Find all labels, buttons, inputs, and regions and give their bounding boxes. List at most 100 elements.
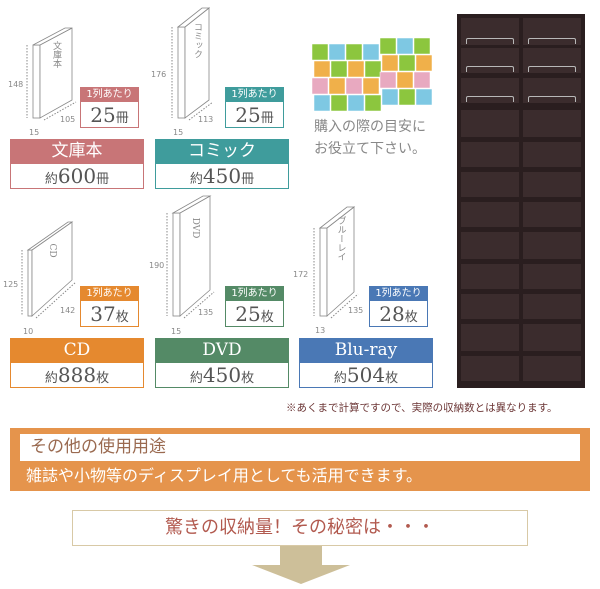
shelf-compartment	[523, 172, 581, 197]
dimension-thickness: 15	[171, 327, 182, 336]
book-dvd-icon: DVD	[166, 195, 215, 319]
capacity-card-bluray: Blu-ray 約504枚	[299, 338, 433, 388]
other-use-text: 雑誌や小物等のディスプレイ用としても活用できます。	[26, 466, 423, 485]
unit: 枚	[385, 371, 399, 386]
book-stack	[413, 71, 431, 89]
shelf-compartment	[523, 264, 581, 289]
book-pile-photo	[312, 37, 433, 112]
book-stack	[328, 43, 346, 61]
unit: 枚	[115, 310, 129, 325]
bookshelf-photo	[457, 14, 585, 388]
total-count: 600	[57, 164, 97, 188]
dimension-height: 125	[3, 280, 19, 289]
per-row-value: 25枚	[226, 301, 283, 331]
other-use-banner: その他の使用用途 雑誌や小物等のディスプレイ用としても活用できます。	[10, 428, 590, 491]
per-row-value: 37枚	[81, 301, 138, 331]
approx-prefix: 約	[44, 371, 58, 386]
unit: 枚	[404, 310, 418, 325]
down-arrow-icon	[252, 546, 350, 584]
media-name: CD	[10, 338, 144, 363]
per-row-label: 1列あたり	[81, 287, 138, 301]
book-stack	[347, 60, 365, 78]
unit: 枚	[96, 371, 110, 386]
unit: 冊	[241, 172, 255, 187]
shelf-compartment	[461, 142, 519, 167]
book-stack	[328, 77, 346, 95]
shelf-compartment	[523, 324, 581, 351]
per-row-value: 28枚	[370, 301, 427, 331]
dimension-thickness: 15	[29, 128, 40, 137]
book-stack	[415, 54, 433, 72]
approx-prefix: 約	[189, 172, 203, 187]
book-bluray-icon: ブルーレイ	[313, 206, 359, 319]
book-stack	[379, 71, 397, 89]
book-stack	[396, 37, 414, 55]
book-stack	[347, 94, 365, 112]
shelf-compartment	[461, 110, 519, 137]
book-illustrations: 文庫本 コミック CD DVD ブルーレイ	[21, 7, 359, 319]
shelf-compartment	[461, 18, 519, 45]
shelf-compartment	[461, 78, 519, 103]
media-name: DVD	[155, 338, 289, 363]
per-row-label: 1列あたり	[226, 88, 283, 102]
pile-caption-1: 購入の際の目安に	[314, 119, 426, 135]
shelf-compartment	[523, 18, 581, 45]
book-spine-label: CD	[47, 243, 57, 257]
dimension-thickness: 10	[23, 327, 34, 336]
shelf-rail	[528, 38, 576, 44]
dimension-width: 105	[60, 115, 76, 124]
book-stack	[381, 54, 399, 72]
book-stack	[364, 60, 382, 78]
dimension-height: 190	[149, 261, 165, 270]
per-row-label: 1列あたり	[370, 287, 427, 301]
shelf-compartment	[523, 294, 581, 319]
approx-prefix: 約	[333, 371, 347, 386]
per-row-label: 1列あたり	[226, 287, 283, 301]
shelf-compartment	[461, 48, 519, 73]
unit: 冊	[96, 172, 110, 187]
dimension-height: 172	[293, 270, 309, 279]
per-row-badge-bluray: 1列あたり 28枚	[369, 286, 428, 327]
media-name: 文庫本	[10, 139, 144, 164]
book-bunko-icon: 文庫本	[26, 27, 77, 121]
shelf-rail	[466, 66, 514, 72]
total-capacity: 約504枚	[299, 363, 433, 388]
capacity-card-dvd: DVD 約450枚	[155, 338, 289, 388]
unit: 冊	[115, 111, 129, 126]
unit: 枚	[260, 310, 274, 325]
book-stack	[345, 43, 363, 61]
total-count: 450	[202, 363, 242, 387]
book-comic-icon: コミック	[171, 7, 214, 121]
dimension-width: 135	[348, 306, 364, 315]
book-cd-icon: CD	[21, 221, 77, 319]
storage-secret-heading: 驚きの収納量！その秘密は・・・	[72, 510, 528, 546]
book-stack	[413, 37, 431, 55]
shelf-rail	[466, 96, 514, 102]
book-stack	[362, 43, 380, 61]
unit: 冊	[260, 111, 274, 126]
shelf-compartment	[523, 78, 581, 103]
per-row-count: 25	[90, 103, 116, 127]
book-stack	[398, 54, 416, 72]
shelf-compartment	[523, 202, 581, 227]
total-capacity: 約450枚	[155, 363, 289, 388]
shelf-rail	[528, 96, 576, 102]
dimension-height: 148	[8, 80, 24, 89]
per-row-value: 25冊	[81, 102, 138, 132]
dimension-thickness: 15	[173, 128, 184, 137]
per-row-badge-dvd: 1列あたり 25枚	[225, 286, 284, 327]
per-row-label: 1列あたり	[81, 88, 138, 102]
total-count: 450	[202, 164, 242, 188]
book-stack	[379, 37, 397, 55]
shelf-compartment	[461, 294, 519, 319]
total-count: 504	[346, 363, 386, 387]
book-stack	[381, 88, 399, 106]
approx-prefix: 約	[189, 371, 203, 386]
dimension-width: 113	[198, 115, 214, 124]
shelf-rail	[528, 66, 576, 72]
other-use-title: その他の使用用途	[20, 434, 580, 461]
total-capacity: 約888枚	[10, 363, 144, 388]
per-row-count: 25	[235, 302, 261, 326]
shelf-compartment	[523, 356, 581, 381]
book-stack	[398, 88, 416, 106]
